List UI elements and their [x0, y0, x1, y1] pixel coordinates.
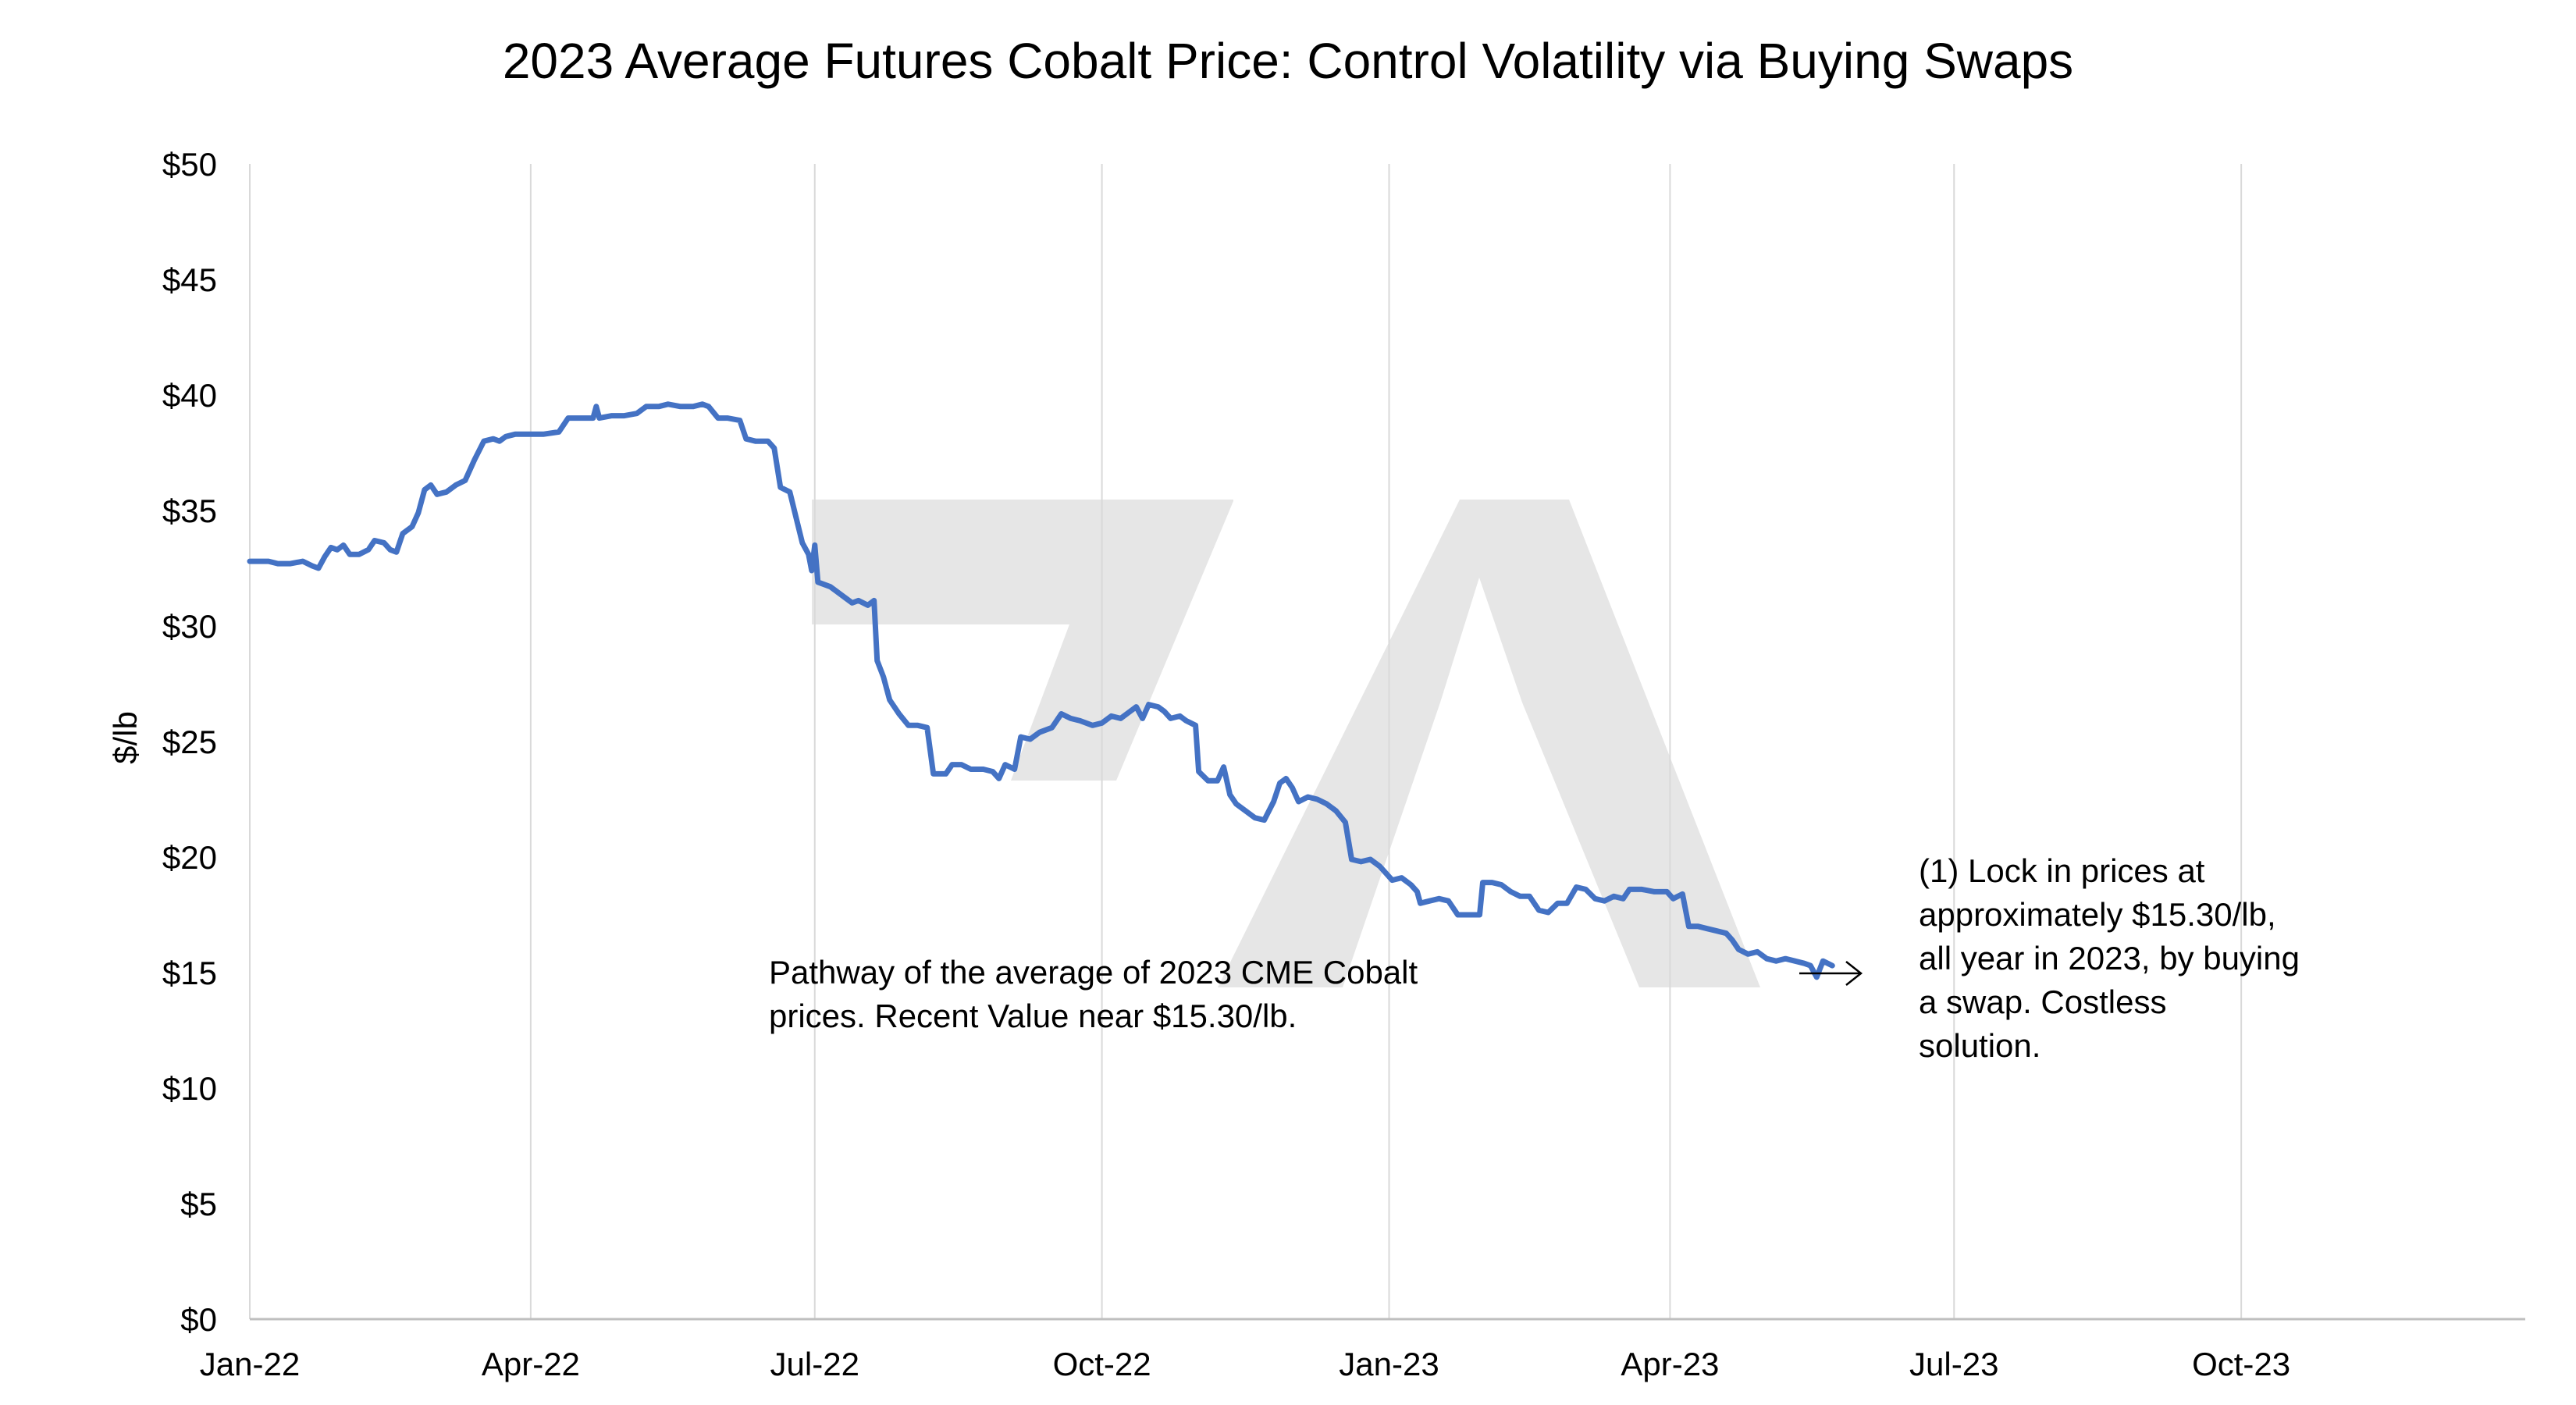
annotation-swap: (1) Lock in prices at approximately $15.3…: [1919, 852, 2300, 1064]
x-tick-label: Apr-23: [1621, 1346, 1719, 1382]
x-tick-label: Oct-22: [1053, 1346, 1151, 1382]
x-tick-label: Apr-22: [482, 1346, 580, 1382]
y-tick-label: $20: [162, 839, 217, 876]
pathway-note-line: prices. Recent Value near $15.30/lb.: [769, 998, 1297, 1034]
y-tick-label: $40: [162, 377, 217, 414]
pathway-note-line: Pathway of the average of 2023 CME Cobal…: [769, 954, 1418, 991]
y-tick-label: $30: [162, 608, 217, 645]
y-axis: $0 $5 $10 $15 $20 $25 $30 $35 $40 $45 $50: [162, 146, 217, 1338]
y-tick-label: $10: [162, 1070, 217, 1107]
watermark-a-shape: [1218, 500, 1760, 987]
swap-note-line: approximately $15.30/lb,: [1919, 896, 2276, 933]
y-tick-label: $15: [162, 955, 217, 991]
series-line-cobalt-price: [247, 401, 1835, 980]
swap-note-line: (1) Lock in prices at: [1919, 852, 2205, 889]
x-tick-label: Oct-23: [2192, 1346, 2290, 1382]
swap-note-line: a swap. Costless: [1919, 984, 2166, 1020]
y-axis-title: $/lb: [107, 711, 144, 764]
x-tick-label: Jan-22: [200, 1346, 300, 1382]
x-tick-label: Jul-22: [770, 1346, 859, 1382]
y-tick-label: $25: [162, 724, 217, 760]
y-tick-label: $50: [162, 146, 217, 183]
watermark-logo: [812, 500, 1760, 987]
x-tick-label: Jul-23: [1909, 1346, 1998, 1382]
y-tick-label: $5: [180, 1186, 217, 1222]
annotation-arrow: [1799, 961, 1863, 986]
chart-title: 2023 Average Futures Cobalt Price: Contr…: [502, 33, 2074, 89]
x-axis: Jan-22 Apr-22 Jul-22 Oct-22 Jan-23 Apr-23 Jul-…: [200, 1346, 2290, 1382]
swap-note-line: solution.: [1919, 1027, 2041, 1064]
y-tick-label: $45: [162, 261, 217, 298]
y-tick-label: $35: [162, 493, 217, 529]
gridlines: [249, 164, 2243, 1319]
x-tick-label: Jan-23: [1339, 1346, 1439, 1382]
swap-note-line: all year in 2023, by buying: [1919, 940, 2300, 976]
annotation-pathway: Pathway of the average of 2023 CME Cobal…: [769, 954, 1418, 1034]
y-tick-label: $0: [180, 1301, 217, 1338]
